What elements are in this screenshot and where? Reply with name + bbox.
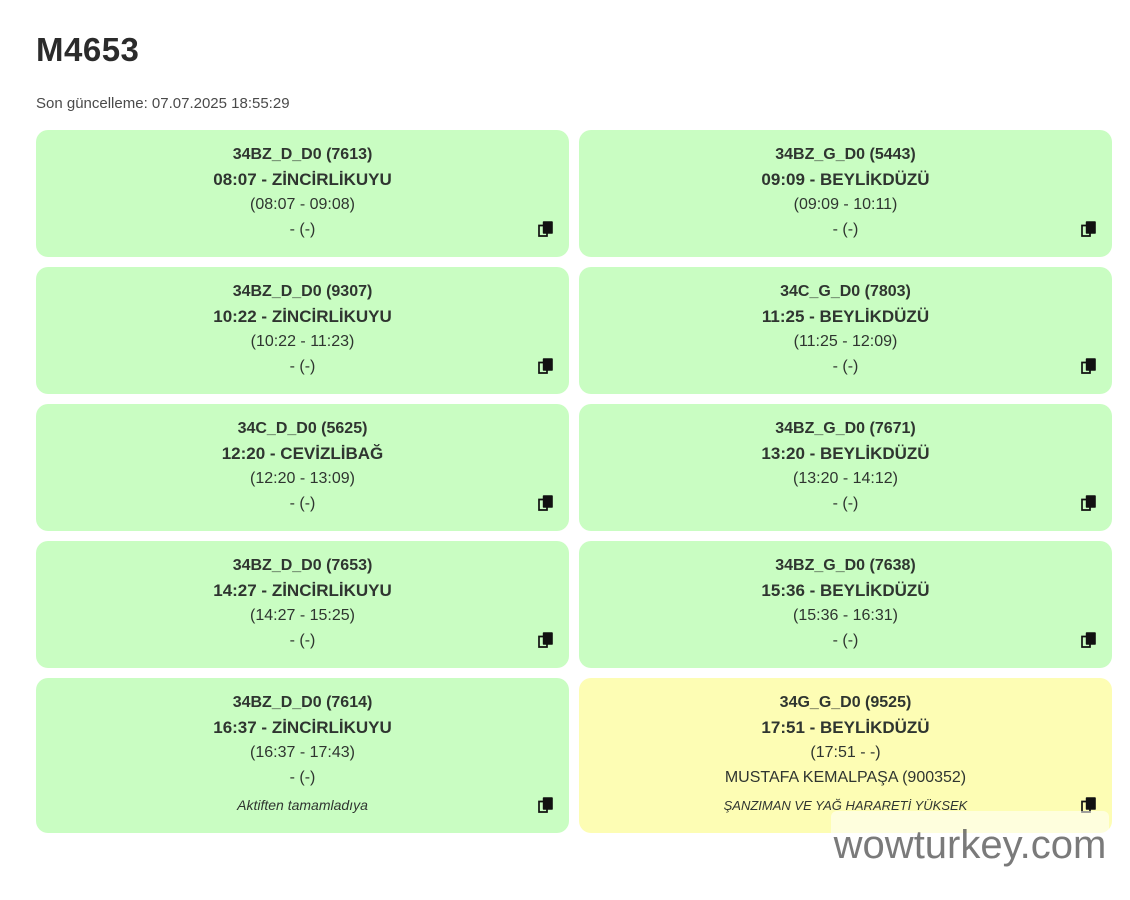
trip-code: 34BZ_D_D0 (7614)	[232, 694, 373, 712]
trip-code: 34BZ_G_D0 (7638)	[775, 557, 916, 575]
trip-code: 34BZ_G_D0 (5443)	[775, 146, 916, 164]
trip-card[interactable]: 34BZ_G_D0 (7638) 15:36 - BEYLİKDÜZÜ (15:…	[579, 541, 1112, 669]
trip-note: ŞANZIMAN VE YAĞ HARARETİ YÜKSEK	[723, 798, 968, 814]
copy-button[interactable]	[1079, 796, 1098, 815]
trip-code: 34C_D_D0 (5625)	[237, 420, 368, 438]
trip-status: - (-)	[289, 632, 316, 650]
copy-button[interactable]	[536, 357, 555, 376]
trip-destination: 15:36 - BEYLİKDÜZÜ	[761, 581, 930, 601]
trip-card[interactable]: 34C_D_D0 (5625) 12:20 - CEVİZLİBAĞ (12:2…	[36, 404, 569, 532]
trip-code: 34BZ_D_D0 (7653)	[232, 557, 373, 575]
copy-icon	[1081, 358, 1096, 375]
trip-destination: 10:22 - ZİNCİRLİKUYU	[213, 307, 392, 327]
trip-destination: 12:20 - CEVİZLİBAĞ	[221, 444, 384, 464]
trip-time-range: (09:09 - 10:11)	[793, 196, 898, 214]
trip-destination: 17:51 - BEYLİKDÜZÜ	[761, 718, 930, 738]
copy-icon	[1081, 797, 1096, 814]
trip-status: - (-)	[832, 495, 859, 513]
trip-time-range: (17:51 - -)	[810, 744, 881, 762]
trip-time-range: (16:37 - 17:43)	[250, 744, 355, 762]
trip-time-range: (15:36 - 16:31)	[793, 607, 898, 625]
copy-icon	[538, 797, 553, 814]
trip-status: - (-)	[289, 769, 316, 787]
trip-card[interactable]: 34C_G_D0 (7803) 11:25 - BEYLİKDÜZÜ (11:2…	[579, 267, 1112, 395]
trip-status: MUSTAFA KEMALPAŞA (900352)	[724, 769, 967, 787]
trip-time-range: (11:25 - 12:09)	[793, 333, 898, 351]
copy-icon	[538, 632, 553, 649]
trip-time-range: (10:22 - 11:23)	[250, 333, 355, 351]
page-container: M4653 Son güncelleme: 07.07.2025 18:55:2…	[0, 31, 1130, 834]
copy-icon	[1081, 221, 1096, 238]
trip-card[interactable]: 34BZ_D_D0 (7653) 14:27 - ZİNCİRLİKUYU (1…	[36, 541, 569, 669]
copy-icon	[1081, 632, 1096, 649]
trip-card[interactable]: 34BZ_D_D0 (7614) 16:37 - ZİNCİRLİKUYU (1…	[36, 678, 569, 834]
trip-card[interactable]: 34BZ_D_D0 (9307) 10:22 - ZİNCİRLİKUYU (1…	[36, 267, 569, 395]
trip-status: - (-)	[289, 221, 316, 239]
copy-button[interactable]	[536, 220, 555, 239]
trip-destination: 16:37 - ZİNCİRLİKUYU	[213, 718, 392, 738]
trip-code: 34BZ_D_D0 (9307)	[232, 283, 373, 301]
last-update-text: Son güncelleme: 07.07.2025 18:55:29	[36, 95, 290, 113]
copy-button[interactable]	[536, 796, 555, 815]
trip-destination: 13:20 - BEYLİKDÜZÜ	[761, 444, 930, 464]
trip-time-range: (12:20 - 13:09)	[250, 470, 355, 488]
trip-status: - (-)	[832, 221, 859, 239]
copy-icon	[538, 495, 553, 512]
trip-destination: 14:27 - ZİNCİRLİKUYU	[213, 581, 392, 601]
trip-cards-grid: 34BZ_D_D0 (7613) 08:07 - ZİNCİRLİKUYU (0…	[36, 130, 1112, 834]
trip-status: - (-)	[832, 358, 859, 376]
trip-time-range: (13:20 - 14:12)	[793, 470, 898, 488]
trip-status: - (-)	[289, 495, 316, 513]
copy-button[interactable]	[536, 494, 555, 513]
trip-code: 34BZ_D_D0 (7613)	[232, 146, 373, 164]
trip-card[interactable]: 34BZ_G_D0 (5443) 09:09 - BEYLİKDÜZÜ (09:…	[579, 130, 1112, 258]
trip-card[interactable]: 34G_G_D0 (9525) 17:51 - BEYLİKDÜZÜ (17:5…	[579, 678, 1112, 834]
trip-card[interactable]: 34BZ_G_D0 (7671) 13:20 - BEYLİKDÜZÜ (13:…	[579, 404, 1112, 532]
trip-destination: 11:25 - BEYLİKDÜZÜ	[761, 307, 930, 327]
trip-note: Aktiften tamamladıya	[237, 797, 368, 814]
trip-status: - (-)	[289, 358, 316, 376]
trip-status: - (-)	[832, 632, 859, 650]
trip-code: 34BZ_G_D0 (7671)	[775, 420, 916, 438]
trip-card[interactable]: 34BZ_D_D0 (7613) 08:07 - ZİNCİRLİKUYU (0…	[36, 130, 569, 258]
copy-icon	[1081, 495, 1096, 512]
copy-button[interactable]	[1079, 357, 1098, 376]
trip-destination: 08:07 - ZİNCİRLİKUYU	[213, 170, 392, 190]
copy-button[interactable]	[1079, 494, 1098, 513]
trip-destination: 09:09 - BEYLİKDÜZÜ	[761, 170, 930, 190]
copy-button[interactable]	[536, 631, 555, 650]
copy-icon	[538, 358, 553, 375]
trip-code: 34C_G_D0 (7803)	[780, 283, 911, 301]
trip-code: 34G_G_D0 (9525)	[779, 694, 912, 712]
copy-button[interactable]	[1079, 631, 1098, 650]
trip-time-range: (08:07 - 09:08)	[250, 196, 355, 214]
page-title: M4653	[36, 31, 140, 68]
trip-time-range: (14:27 - 15:25)	[250, 607, 355, 625]
copy-button[interactable]	[1079, 220, 1098, 239]
copy-icon	[538, 221, 553, 238]
